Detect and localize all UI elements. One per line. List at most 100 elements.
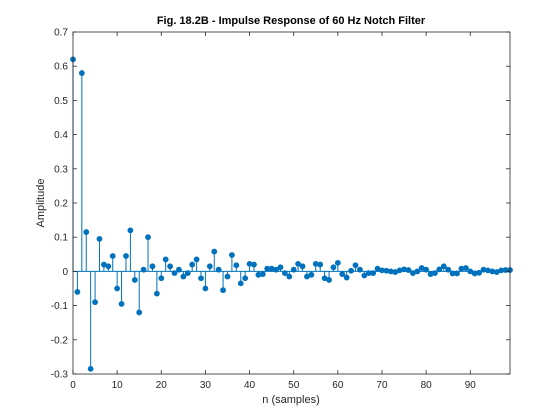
stem-marker xyxy=(211,248,218,255)
stem-marker xyxy=(189,261,196,268)
stem-marker xyxy=(427,271,434,278)
stem-marker xyxy=(440,263,447,270)
stem-marker xyxy=(140,266,147,273)
x-tick-label: 90 xyxy=(465,380,477,391)
stem-marker xyxy=(136,309,143,316)
stem-marker xyxy=(251,261,257,268)
stem-marker xyxy=(295,260,302,267)
y-tick-label: -0.1 xyxy=(51,301,69,312)
stem-marker xyxy=(237,280,244,287)
stem-marker xyxy=(131,277,138,283)
stem-marker xyxy=(246,260,253,267)
stem-marker xyxy=(290,266,297,273)
stem-marker xyxy=(396,267,403,274)
stem-marker xyxy=(405,267,412,273)
stem-marker xyxy=(215,266,222,273)
x-tick-label: 0 xyxy=(70,380,76,391)
tick-labels: 0 10 20 30 40 50 60 70 80 90 -0.3 -0.2 -0.1 0 0.1 0.2 0.… xyxy=(51,28,477,392)
x-axis-label: n (samples) xyxy=(262,394,319,406)
stem-marker xyxy=(109,253,116,259)
stem-marker xyxy=(145,234,151,241)
stem-marker xyxy=(339,271,346,278)
stem-marker xyxy=(268,265,275,272)
stem-marker xyxy=(114,285,121,292)
stem-marker xyxy=(308,271,315,278)
stem-marker xyxy=(127,227,134,234)
stem-marker xyxy=(343,274,350,281)
x-tick-label: 60 xyxy=(332,380,344,391)
stem-marker xyxy=(299,263,306,270)
stem-marker xyxy=(286,273,293,280)
stem-marker xyxy=(458,265,465,272)
stem-marker xyxy=(493,269,500,275)
y-tick-label: -0.2 xyxy=(51,335,69,346)
stem-marker xyxy=(171,270,178,277)
stem-marker xyxy=(78,70,85,76)
stem-marker xyxy=(180,273,187,280)
stem-marker xyxy=(87,365,94,372)
stem-marker xyxy=(220,287,226,294)
x-tick-label: 20 xyxy=(156,380,168,391)
stem-marker xyxy=(92,299,98,306)
x-tick-label: 30 xyxy=(200,380,212,391)
stem-marker xyxy=(176,266,182,273)
stem-marker xyxy=(485,267,491,274)
stem-marker xyxy=(480,266,487,273)
stem-marker xyxy=(162,256,169,263)
y-tick-label: -0.3 xyxy=(51,370,69,381)
stem-marker xyxy=(454,270,460,277)
stem-marker xyxy=(401,266,407,273)
stem-marker xyxy=(365,270,372,277)
x-tick-label: 80 xyxy=(421,380,433,391)
stem-marker xyxy=(96,236,103,242)
x-tick-label: 50 xyxy=(288,380,300,391)
stem-marker xyxy=(153,290,160,297)
stem-marker xyxy=(498,267,505,274)
stem-marker xyxy=(277,264,284,271)
stem-marker xyxy=(348,267,354,274)
stem-marker xyxy=(445,266,452,273)
stem-marker xyxy=(489,268,496,275)
stem-marker xyxy=(224,273,231,280)
stem-marker xyxy=(352,262,359,269)
stem-marker xyxy=(118,300,125,307)
stem-marker xyxy=(361,272,368,279)
y-tick-label: 0.6 xyxy=(54,62,68,73)
stem-marker xyxy=(330,264,337,271)
stem-marker xyxy=(273,266,279,273)
stem-marker xyxy=(158,275,165,282)
y-axis-label: Amplitude xyxy=(35,179,47,228)
stem-marker xyxy=(418,265,425,271)
stem-marker xyxy=(476,269,483,276)
y-tick-label: 0.4 xyxy=(54,130,68,141)
stem-marker xyxy=(202,285,209,292)
stem-marker xyxy=(206,263,213,270)
stem-marker xyxy=(193,256,200,263)
stem-marker xyxy=(149,263,156,270)
stem-marker xyxy=(317,261,324,268)
stem-marker xyxy=(374,265,381,272)
stem-marker xyxy=(387,268,394,275)
stem-marker xyxy=(357,266,363,273)
stem-marker xyxy=(255,271,262,278)
stem-marker xyxy=(184,270,191,277)
stem-marker xyxy=(74,289,81,295)
stem-marker xyxy=(281,270,288,277)
stem-marker xyxy=(233,262,240,269)
stem-marker xyxy=(242,275,249,282)
y-tick-label: 0.2 xyxy=(54,199,68,210)
axes-box xyxy=(72,31,511,375)
stem-marker xyxy=(414,268,421,275)
stem-marker xyxy=(432,270,438,277)
x-tick-label: 10 xyxy=(112,380,124,391)
stem-marker xyxy=(423,266,430,273)
stem-marker xyxy=(436,266,443,273)
stem-marker xyxy=(259,271,266,278)
stem-marker xyxy=(449,270,456,277)
stem-marker xyxy=(471,270,478,277)
stem-marker xyxy=(467,268,474,275)
stem-marker xyxy=(105,263,112,270)
chart-title: Fig. 18.2B - Impulse Response of 60 Hz N… xyxy=(157,15,426,27)
stem-marker xyxy=(326,277,332,283)
